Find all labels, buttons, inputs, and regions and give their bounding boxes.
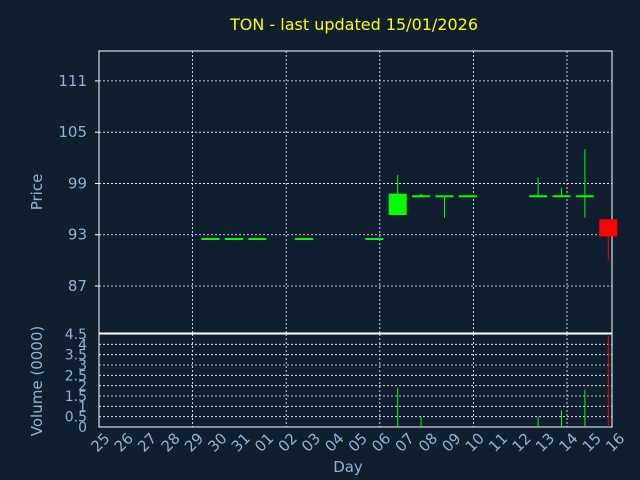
x-tick-label: 30 [204,429,230,455]
candle [435,195,454,218]
volume-tick-label: 4 [78,337,87,353]
chart-title: TON - last updated 15/01/2026 [229,15,478,34]
price-axis-label: Price [28,174,46,211]
candle [529,177,548,198]
candle [575,149,594,218]
candle-body [599,219,618,237]
volume-tick-label: 1.5 [65,389,87,405]
candle [552,187,571,198]
price-tick-label: 105 [58,123,87,141]
price-tick-label: 93 [68,226,87,244]
candle [599,219,618,261]
x-tick-label: 03 [298,429,324,455]
x-tick-label: 13 [532,429,558,455]
x-tick-label: 16 [602,429,628,455]
volume-tick-label: 2 [78,379,87,395]
x-tick-label: 26 [111,429,137,455]
volume-tick-label: 3.5 [65,348,87,364]
candles [201,149,618,261]
x-tick-label: 12 [509,429,535,455]
x-tick-label: 15 [579,429,605,455]
volume-tick-label: 0 [78,420,87,436]
price-tick-label: 111 [58,72,87,90]
candle [412,193,431,198]
x-tick-label: 09 [438,429,464,455]
x-tick-label: 07 [392,429,418,455]
x-tick-label: 04 [321,429,347,455]
volume-tick-label: 1 [78,399,87,415]
volume-panel [98,333,613,428]
candle-body [388,193,407,216]
price-tick-label: 87 [68,277,87,295]
x-tick-label: 05 [345,429,371,455]
volume-axis-label: Volume (0000) [28,326,46,436]
x-tick-label: 10 [462,429,488,455]
x-tick-label: 01 [251,429,277,455]
x-tick-label: 11 [485,429,511,455]
x-tick-label: 28 [158,429,184,455]
volume-bars [397,336,609,427]
price-tick-label: 99 [68,174,87,192]
x-tick-label: 02 [275,429,301,455]
price-panel [98,50,613,334]
x-tick-label: 31 [228,429,254,455]
price-axis: 111 105 99 93 87 [58,72,99,295]
x-axis-label: Day [333,458,363,476]
volume-tick-label: 2.5 [65,368,87,384]
volume-axis: 4.543.532.521.510.50 [65,327,87,436]
x-tick-label: 25 [87,429,113,455]
candle [388,174,407,216]
grid-lines [98,51,612,428]
volume-tick-label: 4.5 [65,327,87,343]
volume-tick-label: 3 [78,358,87,374]
x-axis: 2526272829303101020304050607080910111213… [87,429,628,455]
x-tick-label: 08 [415,429,441,455]
volume-tick-label: 0.5 [65,410,87,426]
x-tick-label: 29 [181,429,207,455]
x-tick-label: 06 [368,429,394,455]
x-tick-label: 27 [134,429,160,455]
x-tick-label: 14 [555,429,581,455]
